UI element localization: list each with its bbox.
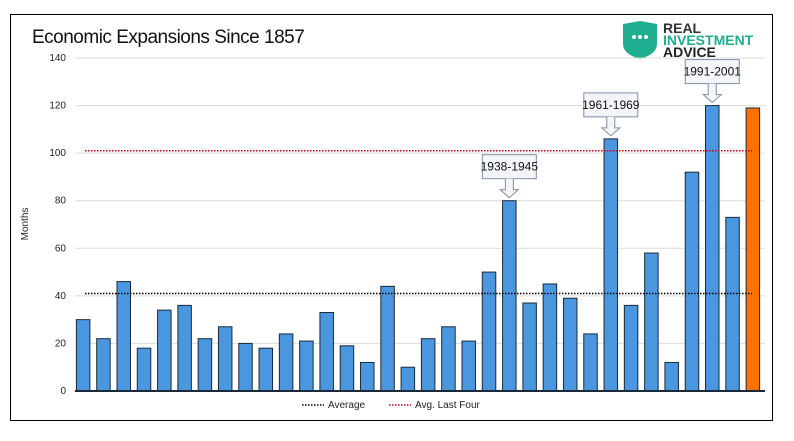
- bar: [75, 319, 91, 392]
- bar: [420, 338, 436, 392]
- y-tick-label: 60: [55, 243, 67, 254]
- legend-label: Avg. Last Four: [415, 400, 481, 411]
- callout-box: [684, 59, 740, 85]
- callout-arrow: [701, 83, 723, 104]
- bar: [177, 304, 192, 392]
- chart-frame: [10, 14, 773, 421]
- callout: 1961-1969: [582, 92, 640, 137]
- bar: [400, 366, 416, 392]
- callout-box: [583, 92, 639, 118]
- bar: [562, 297, 578, 392]
- logo-line3: ADVICE: [663, 44, 716, 60]
- bar: [217, 326, 233, 392]
- legend-label: Average: [328, 400, 366, 411]
- y-tick-label: 20: [55, 338, 67, 349]
- bar: [441, 326, 456, 392]
- y-axis-label: Months: [20, 208, 31, 241]
- y-tick-label: 140: [49, 53, 66, 64]
- bar: [644, 252, 659, 392]
- y-tick-label: 80: [55, 196, 67, 207]
- bar: [542, 283, 558, 392]
- y-tick-label: 40: [55, 291, 67, 302]
- callout: 1938-1945: [481, 154, 539, 199]
- bar: [96, 338, 111, 392]
- callout: 1991-2001: [684, 59, 742, 104]
- callout-box: [481, 154, 537, 180]
- bar: [360, 361, 375, 392]
- bar: [278, 333, 294, 392]
- bar: [705, 105, 720, 392]
- bar: [238, 342, 253, 392]
- chart-title: Economic Expansions Since 1857: [32, 27, 305, 48]
- logo-line2: INVESTMENT: [663, 32, 754, 48]
- y-tick-label: 120: [49, 101, 66, 112]
- shield-icon: [623, 21, 657, 59]
- callout-arrow: [600, 116, 622, 137]
- callout-label: 1938-1945: [481, 160, 539, 174]
- bar: [664, 361, 679, 392]
- y-tick-label: 0: [60, 386, 66, 397]
- callout-arrow: [499, 178, 520, 199]
- bar: [339, 345, 355, 392]
- bar: [522, 302, 537, 392]
- bar: [583, 333, 598, 392]
- bar: [481, 271, 497, 392]
- bar: [603, 138, 619, 392]
- bar: [461, 340, 476, 392]
- y-tick-label: 100: [49, 148, 66, 159]
- bar: [136, 347, 152, 392]
- bar: [623, 304, 639, 392]
- bar: [502, 200, 517, 392]
- bar: [684, 171, 700, 392]
- bar: [299, 340, 314, 392]
- callout-label: 1991-2001: [684, 65, 742, 79]
- callout-label: 1961-1969: [582, 98, 640, 112]
- bar: [725, 216, 740, 392]
- bar: [197, 338, 213, 392]
- bar: [319, 312, 334, 392]
- bar: [380, 285, 395, 392]
- bar: [258, 347, 274, 392]
- bar: [116, 281, 131, 392]
- bar: [157, 309, 172, 392]
- logo-line1: REAL: [663, 20, 702, 36]
